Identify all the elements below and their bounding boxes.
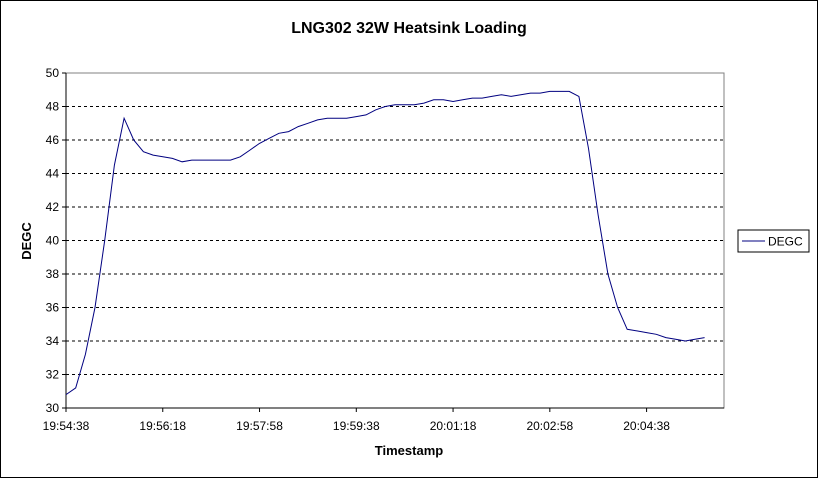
- y-axis-label: DEGC: [19, 222, 34, 260]
- y-tick-label: 46: [46, 133, 60, 147]
- legend-box: [737, 229, 810, 253]
- x-axis-ticks: 19:54:38 19:56:18 19:57:58 19:59:38 20:01:18…: [43, 408, 670, 433]
- x-tick-label: 19:59:38: [333, 419, 380, 433]
- y-tick-label: 38: [46, 267, 60, 281]
- x-tick-label: 20:01:18: [430, 419, 477, 433]
- y-tick-label: 36: [46, 301, 60, 315]
- y-tick-label: 40: [46, 234, 60, 248]
- y-tick-label: 34: [46, 334, 60, 348]
- series-layer: [65, 90, 705, 396]
- y-tick-label: 30: [46, 401, 60, 415]
- y-tick-label: 32: [46, 368, 60, 382]
- y-tick-label: 50: [46, 66, 60, 80]
- chart-title: LNG302 32W Heatsink Loading: [291, 20, 527, 37]
- y-axis-ticks: 30 32 34 36 38 40 42 44 46 48 50: [46, 66, 66, 415]
- x-tick-label: 19:56:18: [139, 419, 186, 433]
- x-axis-label: Timestamp: [375, 443, 443, 458]
- y-tick-label: 42: [46, 200, 60, 214]
- x-tick-label: 20:04:38: [623, 419, 670, 433]
- series-line-degc: [65, 90, 705, 396]
- x-tick-label: 19:57:58: [236, 419, 283, 433]
- x-tick-label: 19:54:38: [43, 419, 90, 433]
- gridlines: [66, 106, 724, 375]
- legend: DEGC: [737, 229, 810, 253]
- x-tick-label: 20:02:58: [526, 419, 573, 433]
- legend-entry-degc: DEGC: [768, 235, 803, 249]
- y-tick-label: 44: [46, 167, 60, 181]
- y-tick-label: 48: [46, 100, 60, 114]
